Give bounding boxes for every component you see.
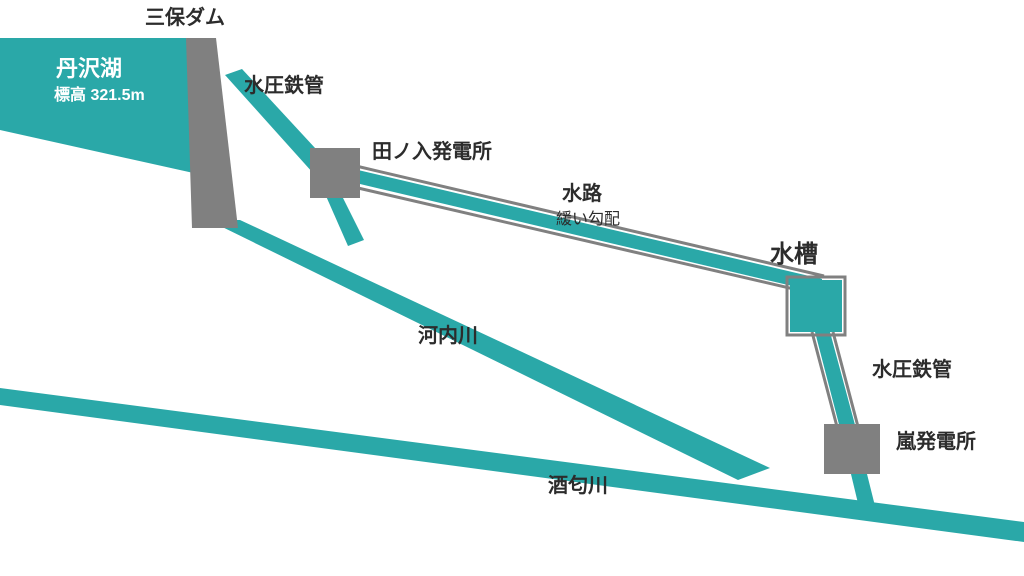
label-tank: 水槽: [770, 241, 818, 268]
label-penstock2: 水圧鉄管: [872, 357, 952, 381]
dam-structure: [186, 38, 238, 228]
label-river-sakawa: 酒匂川: [548, 473, 608, 497]
label-plant2: 嵐発電所: [896, 429, 976, 453]
label-river-kawachi: 河内川: [418, 323, 478, 347]
label-channel-sub: 緩い勾配: [556, 210, 620, 228]
label-channel: 水路: [562, 181, 603, 205]
label-plant1: 田ノ入発電所: [372, 139, 492, 163]
plant1-structure: [310, 148, 360, 198]
label-dam: 三保ダム: [145, 5, 225, 29]
label-lake-sub: 標高 321.5m: [54, 85, 145, 104]
plant2-structure: [824, 424, 880, 474]
hydro-diagram: 三保ダム丹沢湖標高 321.5m水圧鉄管田ノ入発電所水路緩い勾配水槽水圧鉄管嵐発…: [0, 0, 1024, 576]
label-lake-title: 丹沢湖: [56, 56, 122, 81]
tank-fill: [790, 280, 842, 332]
label-penstock1: 水圧鉄管: [244, 73, 324, 97]
plant1-tailrace: [326, 196, 364, 246]
